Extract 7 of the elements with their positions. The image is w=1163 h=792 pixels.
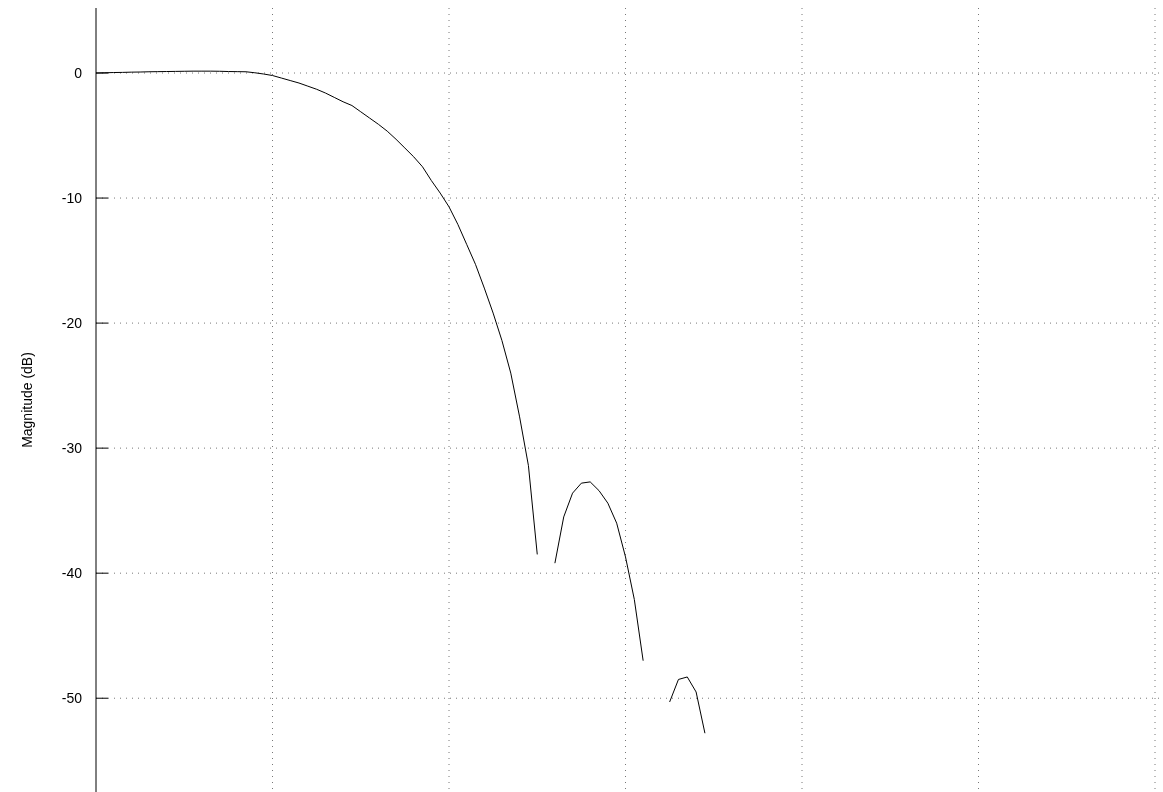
y-tick-label: 0	[74, 64, 83, 81]
y-tick-label: -20	[61, 315, 83, 331]
y-axis-title: Magnitude (dB)	[19, 352, 35, 448]
y-tick-label: -10	[61, 189, 83, 206]
y-tick-label: -50	[61, 690, 83, 707]
y-tick-label: -40	[61, 565, 83, 582]
y-tick-label: -30	[61, 440, 83, 457]
